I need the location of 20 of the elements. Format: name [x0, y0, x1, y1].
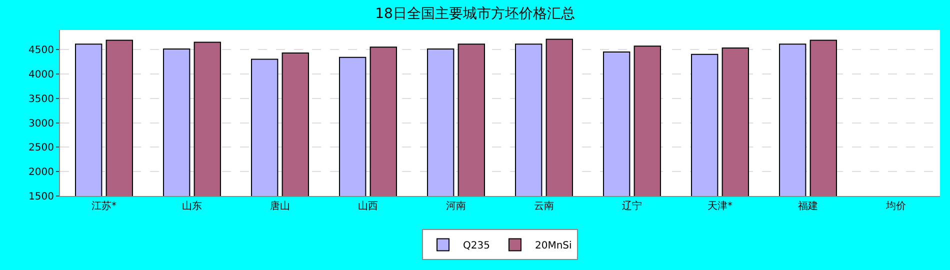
legend-label: Q235	[463, 240, 490, 252]
x-tick-label: 均价	[885, 200, 906, 212]
y-tick-label: 4000	[28, 69, 54, 80]
y-tick-label: 3000	[28, 118, 54, 130]
x-tick-label: 山东	[182, 200, 202, 212]
y-tick-label: 2500	[28, 142, 54, 154]
x-tick-label: 天津*	[708, 200, 732, 212]
x-tick-label: 唐山	[270, 200, 290, 212]
legend-label: 20MnSi	[534, 240, 572, 252]
x-tick-label: 辽宁	[622, 200, 642, 212]
y-tick-label: 4500	[28, 45, 54, 56]
chart-title: 18日全国主要城市方坯价格汇总	[375, 6, 575, 22]
y-tick-label: 1500	[28, 192, 54, 202]
x-tick-label: 福建	[798, 200, 818, 212]
y-tick-label: 3500	[28, 94, 54, 105]
x-tick-label: 云南	[534, 200, 554, 212]
x-tick-label: 河南	[446, 200, 466, 212]
x-tick-label: 山西	[358, 200, 378, 212]
y-tick-label: 2000	[28, 167, 54, 178]
x-tick-label: 江苏*	[92, 200, 116, 212]
